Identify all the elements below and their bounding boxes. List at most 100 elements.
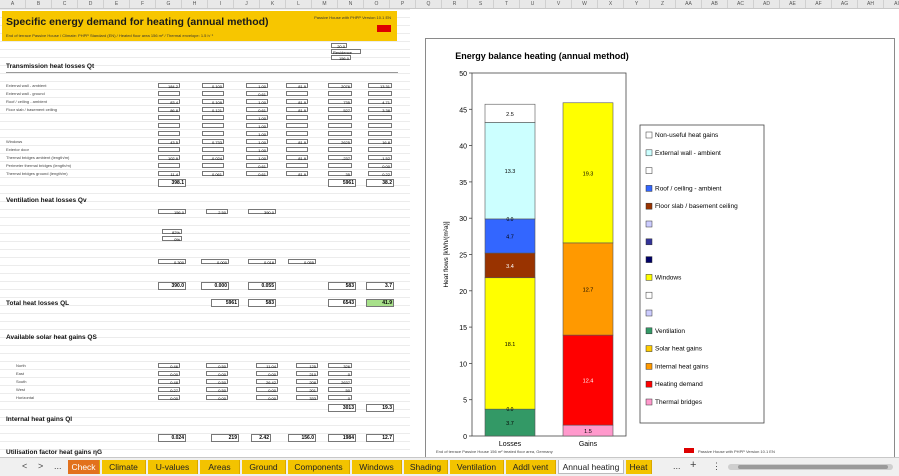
pct-cell	[368, 123, 392, 128]
area-cell[interactable]	[158, 131, 180, 136]
add-sheet-button[interactable]: +	[690, 459, 697, 471]
heat-recovery-eff[interactable]: 82%	[162, 229, 182, 235]
tab-windows[interactable]: Windows	[352, 460, 402, 474]
tab-annual-heating[interactable]: Annual heating	[558, 460, 624, 474]
column-header-cell[interactable]: G	[156, 0, 182, 8]
u-value-cell[interactable]	[202, 115, 224, 120]
u-value-cell[interactable]: 0.109	[202, 99, 224, 105]
tab-check[interactable]: Check	[68, 460, 100, 474]
column-header-cell[interactable]: AE	[780, 0, 806, 8]
energy-balance-chart[interactable]: Energy balance heating (annual method) 0 5…	[425, 38, 895, 458]
scrollbar-thumb[interactable]	[738, 465, 888, 469]
column-header-cell[interactable]: A	[0, 0, 26, 8]
u-value-cell[interactable]	[202, 91, 224, 96]
column-header-cell[interactable]: L	[286, 0, 312, 8]
column-header-cell[interactable]: P	[390, 0, 416, 8]
factor-cell: 1.00	[246, 131, 268, 137]
tab-addl-vent[interactable]: Addl vent	[506, 460, 556, 474]
column-header-cell[interactable]: AI	[884, 0, 899, 8]
column-header-cell[interactable]: J	[234, 0, 260, 8]
area-cell[interactable]: 184.2	[158, 83, 180, 89]
tfa-cell[interactable]: 156.0	[331, 55, 351, 61]
u-value-cell[interactable]	[202, 123, 224, 128]
section-internal: Internal heat gains QI	[6, 416, 73, 423]
horizontal-scrollbar[interactable]	[728, 464, 893, 470]
area-cell[interactable]: 83.4	[158, 99, 180, 105]
column-header-cell[interactable]: E	[104, 0, 130, 8]
area-cell[interactable]: 102.9	[158, 155, 180, 161]
column-header-cell[interactable]: N	[338, 0, 364, 8]
u-value-cell[interactable]: 0.061	[202, 171, 224, 177]
building-type-cell[interactable]: Residence	[331, 49, 361, 55]
column-header-cell[interactable]: T	[494, 0, 520, 8]
tab-scroll-next-button[interactable]: >	[38, 461, 44, 471]
area-cell[interactable]	[158, 123, 180, 128]
u-value-cell[interactable]	[202, 131, 224, 136]
column-header-cell[interactable]: O	[364, 0, 390, 8]
column-header-cell[interactable]: X	[598, 0, 624, 8]
vent-volume[interactable]: 156.0	[158, 209, 186, 215]
legend-swatch	[645, 256, 653, 263]
tab-more-left-button[interactable]: ...	[54, 461, 62, 471]
tab-ground[interactable]: Ground	[242, 460, 286, 474]
bar-data-label: 1.5	[584, 429, 592, 435]
column-header-cell[interactable]: AC	[728, 0, 754, 8]
tab-scroll-prev-button[interactable]: <	[22, 461, 28, 471]
area-cell[interactable]	[158, 163, 180, 168]
window-area-cell: 0.00	[256, 395, 278, 401]
u-value-cell[interactable]: 0.121	[202, 107, 224, 113]
column-header-cell[interactable]: V	[546, 0, 572, 8]
area-cell[interactable]	[158, 115, 180, 120]
column-header-cell[interactable]: M	[312, 0, 338, 8]
area-cell[interactable]: 86.8	[158, 107, 180, 113]
air-change-row: 0.300 0.000 0.018 0.055	[6, 259, 398, 265]
column-header-cell[interactable]: AB	[702, 0, 728, 8]
tab-u-values[interactable]: U-values	[148, 460, 198, 474]
column-header-cell[interactable]: Q	[416, 0, 442, 8]
column-header-cell[interactable]: AG	[832, 0, 858, 8]
area-cell[interactable]: 43.5	[158, 139, 180, 145]
area-cell[interactable]: 11.4	[158, 171, 180, 177]
tab-climate[interactable]: Climate	[102, 460, 146, 474]
row-label: External wall - ground	[6, 91, 45, 96]
tab-heat[interactable]: Heat	[626, 460, 652, 474]
u-value-cell[interactable]: 0.100	[202, 83, 224, 89]
column-header-cell[interactable]: K	[260, 0, 286, 8]
u-value-cell[interactable]	[202, 163, 224, 168]
vent-height[interactable]: 2.50	[206, 209, 228, 215]
column-header-cell[interactable]: D	[78, 0, 104, 8]
column-header-cell[interactable]: U	[520, 0, 546, 8]
area-cell[interactable]	[158, 147, 180, 152]
column-header-cell[interactable]: C	[52, 0, 78, 8]
area-cell[interactable]	[158, 91, 180, 96]
tab-areas[interactable]: Areas	[200, 460, 240, 474]
u-value-cell[interactable]: 0.733	[202, 139, 224, 145]
column-header-cell[interactable]: AA	[676, 0, 702, 8]
tab-shading[interactable]: Shading	[404, 460, 448, 474]
tab-more-right-button[interactable]: ...	[673, 461, 681, 471]
column-header-cell[interactable]: S	[468, 0, 494, 8]
pct-cell: -1.52	[368, 155, 392, 161]
shr-eff[interactable]: 0%	[162, 236, 182, 242]
u-value-cell[interactable]	[202, 147, 224, 152]
column-header-cell[interactable]: F	[130, 0, 156, 8]
column-header-cell[interactable]: W	[572, 0, 598, 8]
worksheet-area[interactable]: Specific energy demand for heating (annu…	[0, 9, 410, 457]
column-header-cell[interactable]: AD	[754, 0, 780, 8]
tab-components[interactable]: Components	[288, 460, 350, 474]
gt-cell	[286, 163, 308, 168]
column-header-cell[interactable]: R	[442, 0, 468, 8]
sheet-options-icon[interactable]: ⋮	[712, 461, 721, 471]
u-value-cell[interactable]: -0.024	[202, 155, 224, 161]
tab-ventilation[interactable]: Ventilation	[450, 460, 504, 474]
column-header-cell[interactable]: I	[208, 0, 234, 8]
column-header-cell[interactable]: Y	[624, 0, 650, 8]
column-header-cell[interactable]: Z	[650, 0, 676, 8]
column-header-cell[interactable]: H	[182, 0, 208, 8]
y-tick-label: 25	[459, 253, 467, 260]
column-header-cell[interactable]: B	[26, 0, 52, 8]
interior-temp-cell[interactable]: 20.0	[331, 43, 347, 49]
column-header-cell[interactable]: AF	[806, 0, 832, 8]
column-header-cell[interactable]: AH	[858, 0, 884, 8]
vent-volume-total: 390.0	[158, 282, 186, 290]
